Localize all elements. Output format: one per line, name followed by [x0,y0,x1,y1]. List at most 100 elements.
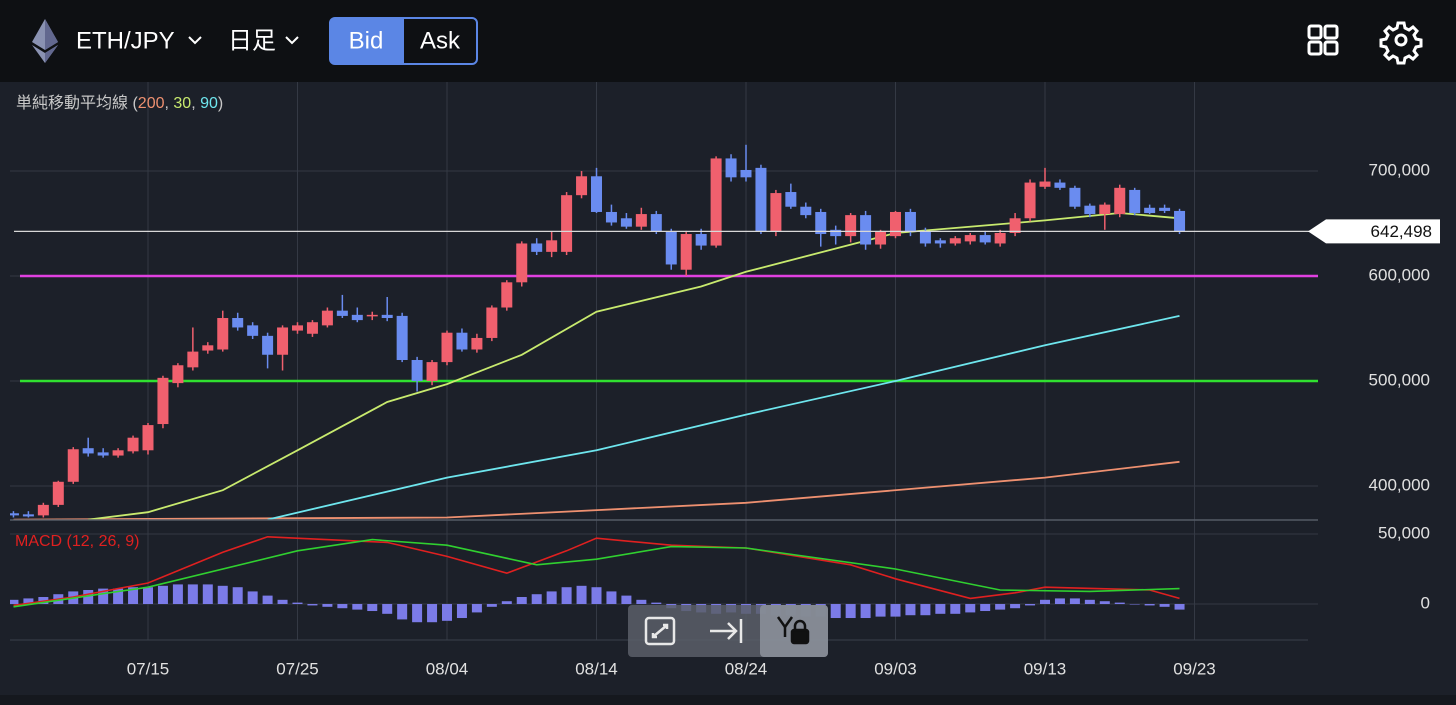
x-tick-label: 07/25 [276,659,319,678]
candle-body [561,195,573,252]
candle-body [336,310,348,316]
histogram-bar [292,602,303,605]
histogram-bar [576,585,587,605]
settings-icon[interactable] [1379,21,1423,65]
x-tick-label: 08/24 [725,659,768,678]
macd-title: MACD (12, 26, 9) [15,533,139,550]
candle-body [112,450,124,456]
price-panel [10,144,1318,520]
candle-body [277,327,289,355]
histogram-bar [128,587,139,605]
bid-label[interactable]: Bid [349,27,384,54]
candle-body [1129,189,1141,214]
histogram-bar [143,587,153,605]
y-tick-label: 0 [1421,593,1430,612]
histogram-bar [651,602,662,605]
histogram-bar [307,604,318,606]
layout-icon[interactable] [1307,24,1339,56]
histogram-bar [486,604,497,607]
timeframe-select[interactable]: 日足 [228,27,299,54]
x-tick-label: 08/04 [426,659,469,678]
histogram-bar [277,599,288,605]
histogram-bar [1129,604,1140,605]
candle-body [217,318,229,350]
candle-body [710,158,722,246]
candle-body [904,211,916,232]
candle-body [187,351,199,368]
histogram-bar [1010,604,1021,609]
candle-body [396,315,408,361]
histogram-bar [1084,599,1095,605]
candle-body [785,192,797,207]
legend-entry: 90 [200,95,218,112]
x-tick-label: 09/23 [1173,659,1216,678]
candle-body [770,193,782,232]
histogram-bar [995,604,1006,610]
bottom-strip [0,695,1456,705]
histogram-bar [636,599,647,605]
candle-body [292,325,303,331]
top-bar [0,0,1456,82]
candle-body [605,211,617,223]
candle-body [516,243,528,283]
chart-toolbar [628,605,828,657]
candle-body [456,332,468,350]
indicator-label: 単純移動平均線 (200, 30, 90) [16,94,223,112]
histogram-bar [23,598,34,605]
y-lock-icon[interactable] [776,616,810,645]
histogram-bar [172,584,183,605]
bid-button[interactable] [330,18,404,64]
moving-average [267,315,1180,520]
candle-body [232,318,244,328]
histogram-bar [935,604,946,614]
histogram-bar [247,591,258,605]
histogram-bar [471,604,482,613]
candle-body [1024,182,1036,219]
candle-body [934,240,946,244]
candle-body [1174,210,1186,232]
histogram-bar [1099,601,1110,605]
histogram-bar [382,604,393,614]
histogram-bar [113,588,124,605]
fullscreen-icon[interactable] [644,616,676,646]
candle-body [351,314,363,321]
histogram-bar [920,604,931,616]
candle-body [1009,218,1021,233]
histogram-bar [890,604,901,617]
y-tick-label: 500,000 [1369,370,1430,389]
candle-body [740,169,752,178]
candle-body [321,310,333,326]
symbol-select[interactable]: ETH/JPY [76,27,202,54]
histogram-bar [980,604,991,612]
candle-body [1144,207,1156,214]
candle-body [501,282,513,308]
candle-body [755,167,767,232]
legend-entry: 200 [138,95,165,112]
candle-body [994,232,1006,244]
legend-entry: 30 [173,95,191,112]
candle-body [486,307,498,338]
symbol[interactable]: ETH/JPY [76,27,175,54]
candle-body [725,158,737,178]
candle-body [37,504,49,516]
histogram-bar [367,604,378,612]
candle-body [815,211,827,235]
histogram-bar [875,604,886,617]
y-tick-label: 400,000 [1369,475,1430,494]
histogram-bar [337,604,348,609]
candle-body [1054,182,1066,188]
candle-body [381,314,393,319]
histogram-bar [516,597,527,605]
histogram-bar [1114,602,1125,605]
y-tick-label: 700,000 [1369,161,1430,180]
candle-body [306,322,318,334]
candle-body [919,231,931,244]
timeframe[interactable]: 日足 [228,27,276,54]
histogram-bar [217,585,228,605]
scroll-end-icon[interactable] [710,619,743,643]
histogram-bar [606,591,617,605]
histogram-bar [591,587,602,605]
ask-label[interactable]: Ask [420,27,461,54]
histogram-bar [1159,604,1170,607]
